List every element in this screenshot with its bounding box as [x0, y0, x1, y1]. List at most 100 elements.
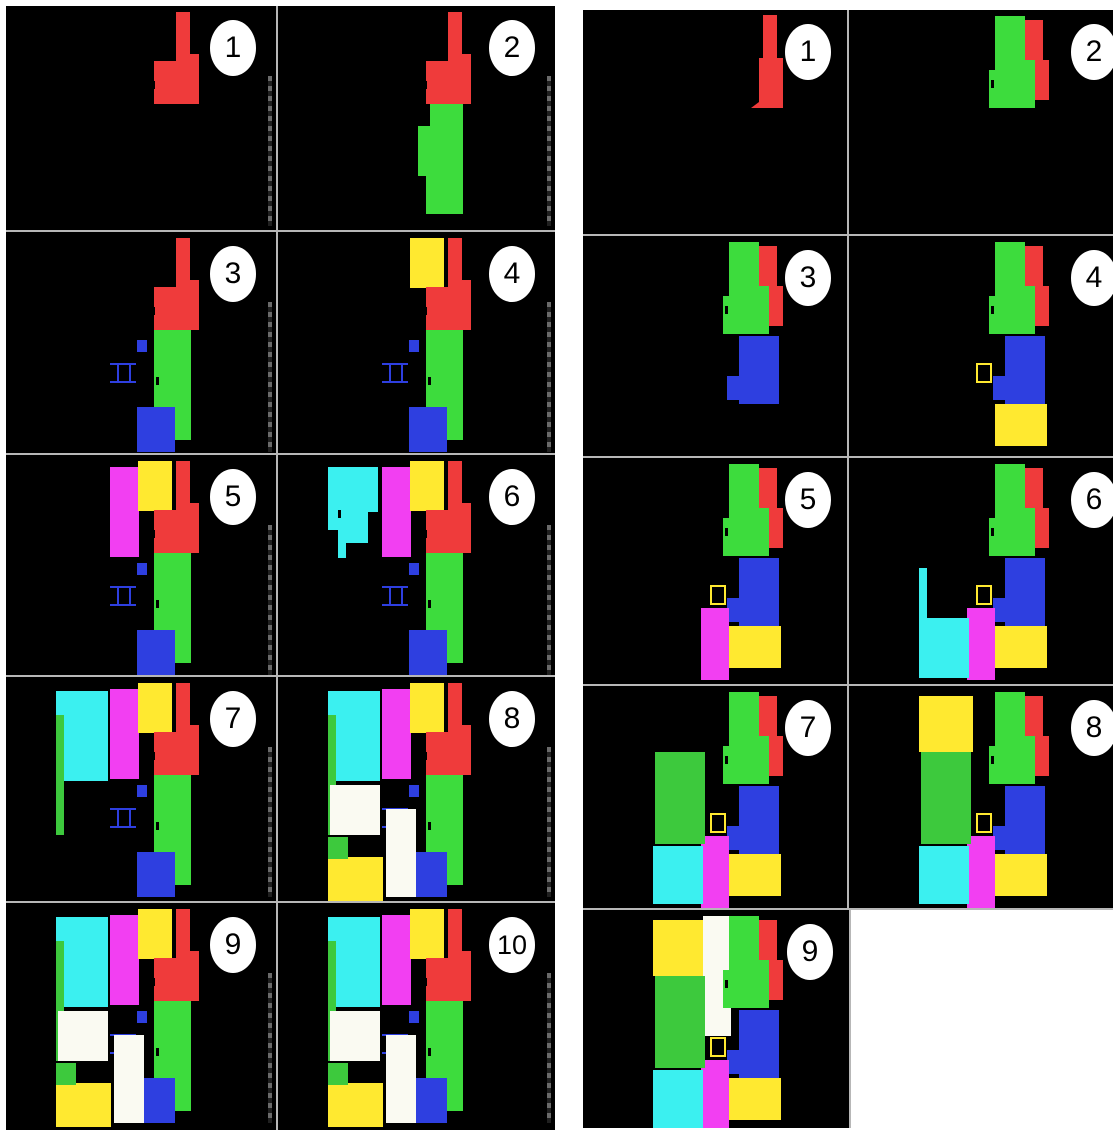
door-mark [725, 528, 728, 536]
left-panel-10: 10 [278, 903, 555, 1130]
cyan-room [653, 846, 703, 904]
door-mark [424, 752, 427, 760]
right-panel-3: 3 [583, 236, 847, 456]
magenta-room [110, 467, 139, 557]
step-number-badge: 1 [210, 20, 256, 76]
red-room [154, 683, 199, 775]
step-number-badge: 3 [210, 246, 256, 302]
door-mark [156, 822, 159, 830]
floorplan-drawing [653, 916, 783, 1128]
green-room-2 [328, 1063, 348, 1085]
blue-room [1005, 336, 1045, 404]
yellow-room [138, 683, 172, 733]
floorplan-drawing [751, 15, 783, 108]
step-number-badge: 4 [489, 246, 535, 302]
door-mark [991, 80, 994, 88]
magenta-room [701, 836, 729, 908]
left-panel-1: 1 [6, 6, 276, 230]
left-panel-9: 9 [6, 903, 276, 1130]
green-room [418, 104, 463, 214]
cyan-room [56, 917, 108, 965]
green-room-2 [56, 1063, 76, 1085]
door-mark [156, 1048, 159, 1056]
green-large-room [921, 752, 971, 844]
green-room [723, 692, 769, 784]
red-room [426, 12, 471, 104]
scroll-edge [547, 747, 551, 897]
white-room [58, 1011, 108, 1061]
floorplan-drawing [328, 461, 471, 675]
green-room-2 [328, 837, 348, 859]
step-number-badge: 2 [1071, 24, 1113, 80]
yellow-room [410, 461, 444, 511]
floorplan-drawing [701, 464, 783, 680]
left-panel-7: 7 [6, 677, 276, 901]
blue-room [739, 336, 779, 404]
blue-stair [110, 808, 136, 828]
yellow-room [410, 238, 444, 288]
blue-closet [993, 376, 1007, 400]
magenta-room [382, 915, 411, 1005]
magenta-room [110, 689, 139, 779]
red-room [759, 920, 777, 960]
blue-closet [727, 598, 741, 622]
green-strip [328, 715, 336, 835]
red-room [154, 909, 199, 1001]
red-room [426, 683, 471, 775]
blue-stair [110, 586, 136, 606]
right-panel-6: 6 [849, 458, 1113, 684]
step-number-badge: 3 [785, 250, 831, 306]
yellow-outline [710, 585, 726, 605]
green-room [723, 464, 769, 556]
red-room [759, 468, 777, 508]
scroll-edge [268, 76, 272, 226]
step-number-badge: 9 [787, 924, 833, 980]
magenta-room [110, 915, 139, 1005]
yellow-room [995, 404, 1047, 446]
magenta-room [701, 1060, 729, 1128]
door-mark [152, 752, 155, 760]
floorplan-drawing [328, 909, 471, 1127]
door-mark [424, 81, 427, 89]
blue-stair [110, 363, 136, 383]
blue-closet [727, 376, 741, 400]
red-room [426, 238, 471, 330]
red-room-2 [769, 736, 783, 776]
door-mark [152, 530, 155, 538]
scroll-edge [268, 747, 272, 897]
yellow-room [138, 909, 172, 959]
blue-closet [137, 785, 147, 797]
red-room [154, 12, 199, 104]
cyan-room [328, 691, 380, 739]
red-room-2 [1035, 736, 1049, 776]
yellow-outline [710, 813, 726, 833]
blue-room [1005, 558, 1045, 626]
door-mark [428, 1048, 431, 1056]
yellow-room-2 [328, 857, 383, 901]
green-strip [56, 715, 64, 835]
step-number-badge: 1 [785, 24, 831, 80]
right-panel-2: 2 [849, 10, 1113, 234]
scroll-edge [268, 525, 272, 675]
scroll-edge [268, 973, 272, 1123]
door-mark [428, 600, 431, 608]
step-number-badge: 2 [489, 20, 535, 76]
red-room [751, 15, 783, 108]
cyan-room [653, 1070, 703, 1128]
step-number-badge: 10 [489, 917, 535, 973]
blue-room [739, 786, 779, 854]
door-mark [428, 377, 431, 385]
magenta-room [382, 467, 411, 557]
door-mark [428, 822, 431, 830]
yellow-room [138, 461, 172, 511]
blue-room [137, 852, 175, 897]
blue-room [739, 558, 779, 626]
blue-closet [409, 563, 419, 575]
door-mark [152, 978, 155, 986]
red-room-2 [769, 960, 783, 1000]
door-mark [156, 600, 159, 608]
green-large-room [655, 976, 705, 1068]
blue-closet [409, 1011, 419, 1023]
yellow-room [410, 909, 444, 959]
blue-room [409, 407, 447, 452]
